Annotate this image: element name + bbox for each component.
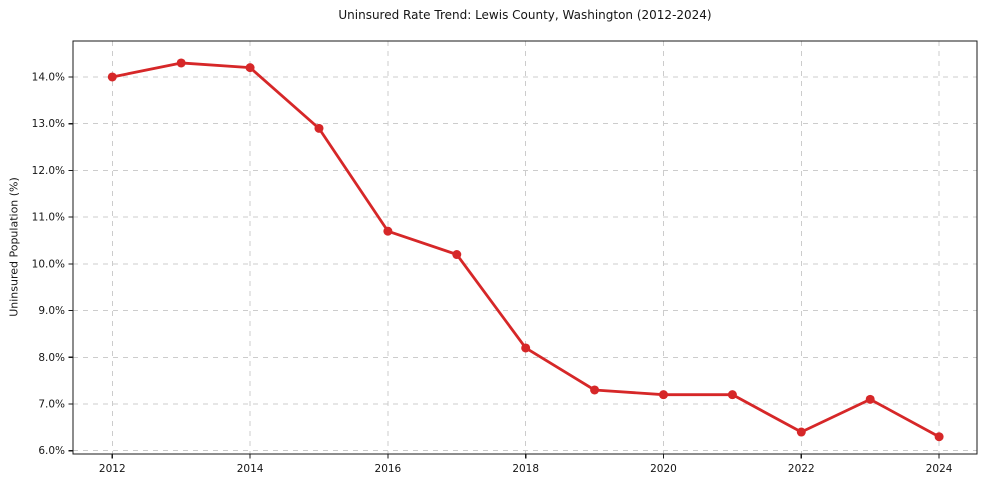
axes-spines <box>72 40 978 455</box>
y-tick-label: 14.0% <box>32 71 65 83</box>
y-tick-label: 7.0% <box>38 399 65 411</box>
data-point-marker <box>383 226 393 236</box>
y-tick-label: 11.0% <box>32 212 65 224</box>
x-tick-label: 2022 <box>788 463 815 475</box>
x-tick-label: 2020 <box>650 463 677 475</box>
data-point-marker <box>590 385 600 395</box>
data-point-marker <box>934 432 944 442</box>
y-tick-label: 12.0% <box>32 165 65 177</box>
y-tick-label: 8.0% <box>38 352 65 364</box>
data-point-marker <box>245 63 255 73</box>
x-tick-label: 2012 <box>99 463 126 475</box>
data-point-marker <box>865 394 875 404</box>
data-point-marker <box>521 343 531 353</box>
x-tick-label: 2024 <box>926 463 953 475</box>
data-point-marker <box>658 390 668 400</box>
x-tick-label: 2016 <box>375 463 402 475</box>
data-point-marker <box>314 123 324 133</box>
data-point-marker <box>796 427 806 437</box>
y-tick-label: 10.0% <box>32 258 65 270</box>
data-point-marker <box>176 58 186 68</box>
data-point-marker <box>727 390 737 400</box>
y-tick-label: 9.0% <box>38 305 65 317</box>
chart-title: Uninsured Rate Trend: Lewis County, Wash… <box>338 8 712 22</box>
data-point-marker <box>107 72 117 82</box>
trend-line <box>110 61 941 439</box>
y-tick-label: 6.0% <box>38 445 65 457</box>
data-point-marker <box>452 250 462 260</box>
y-tick-label: 13.0% <box>32 118 65 130</box>
x-tick-label: 2018 <box>512 463 539 475</box>
x-tick-label: 2014 <box>237 463 264 475</box>
